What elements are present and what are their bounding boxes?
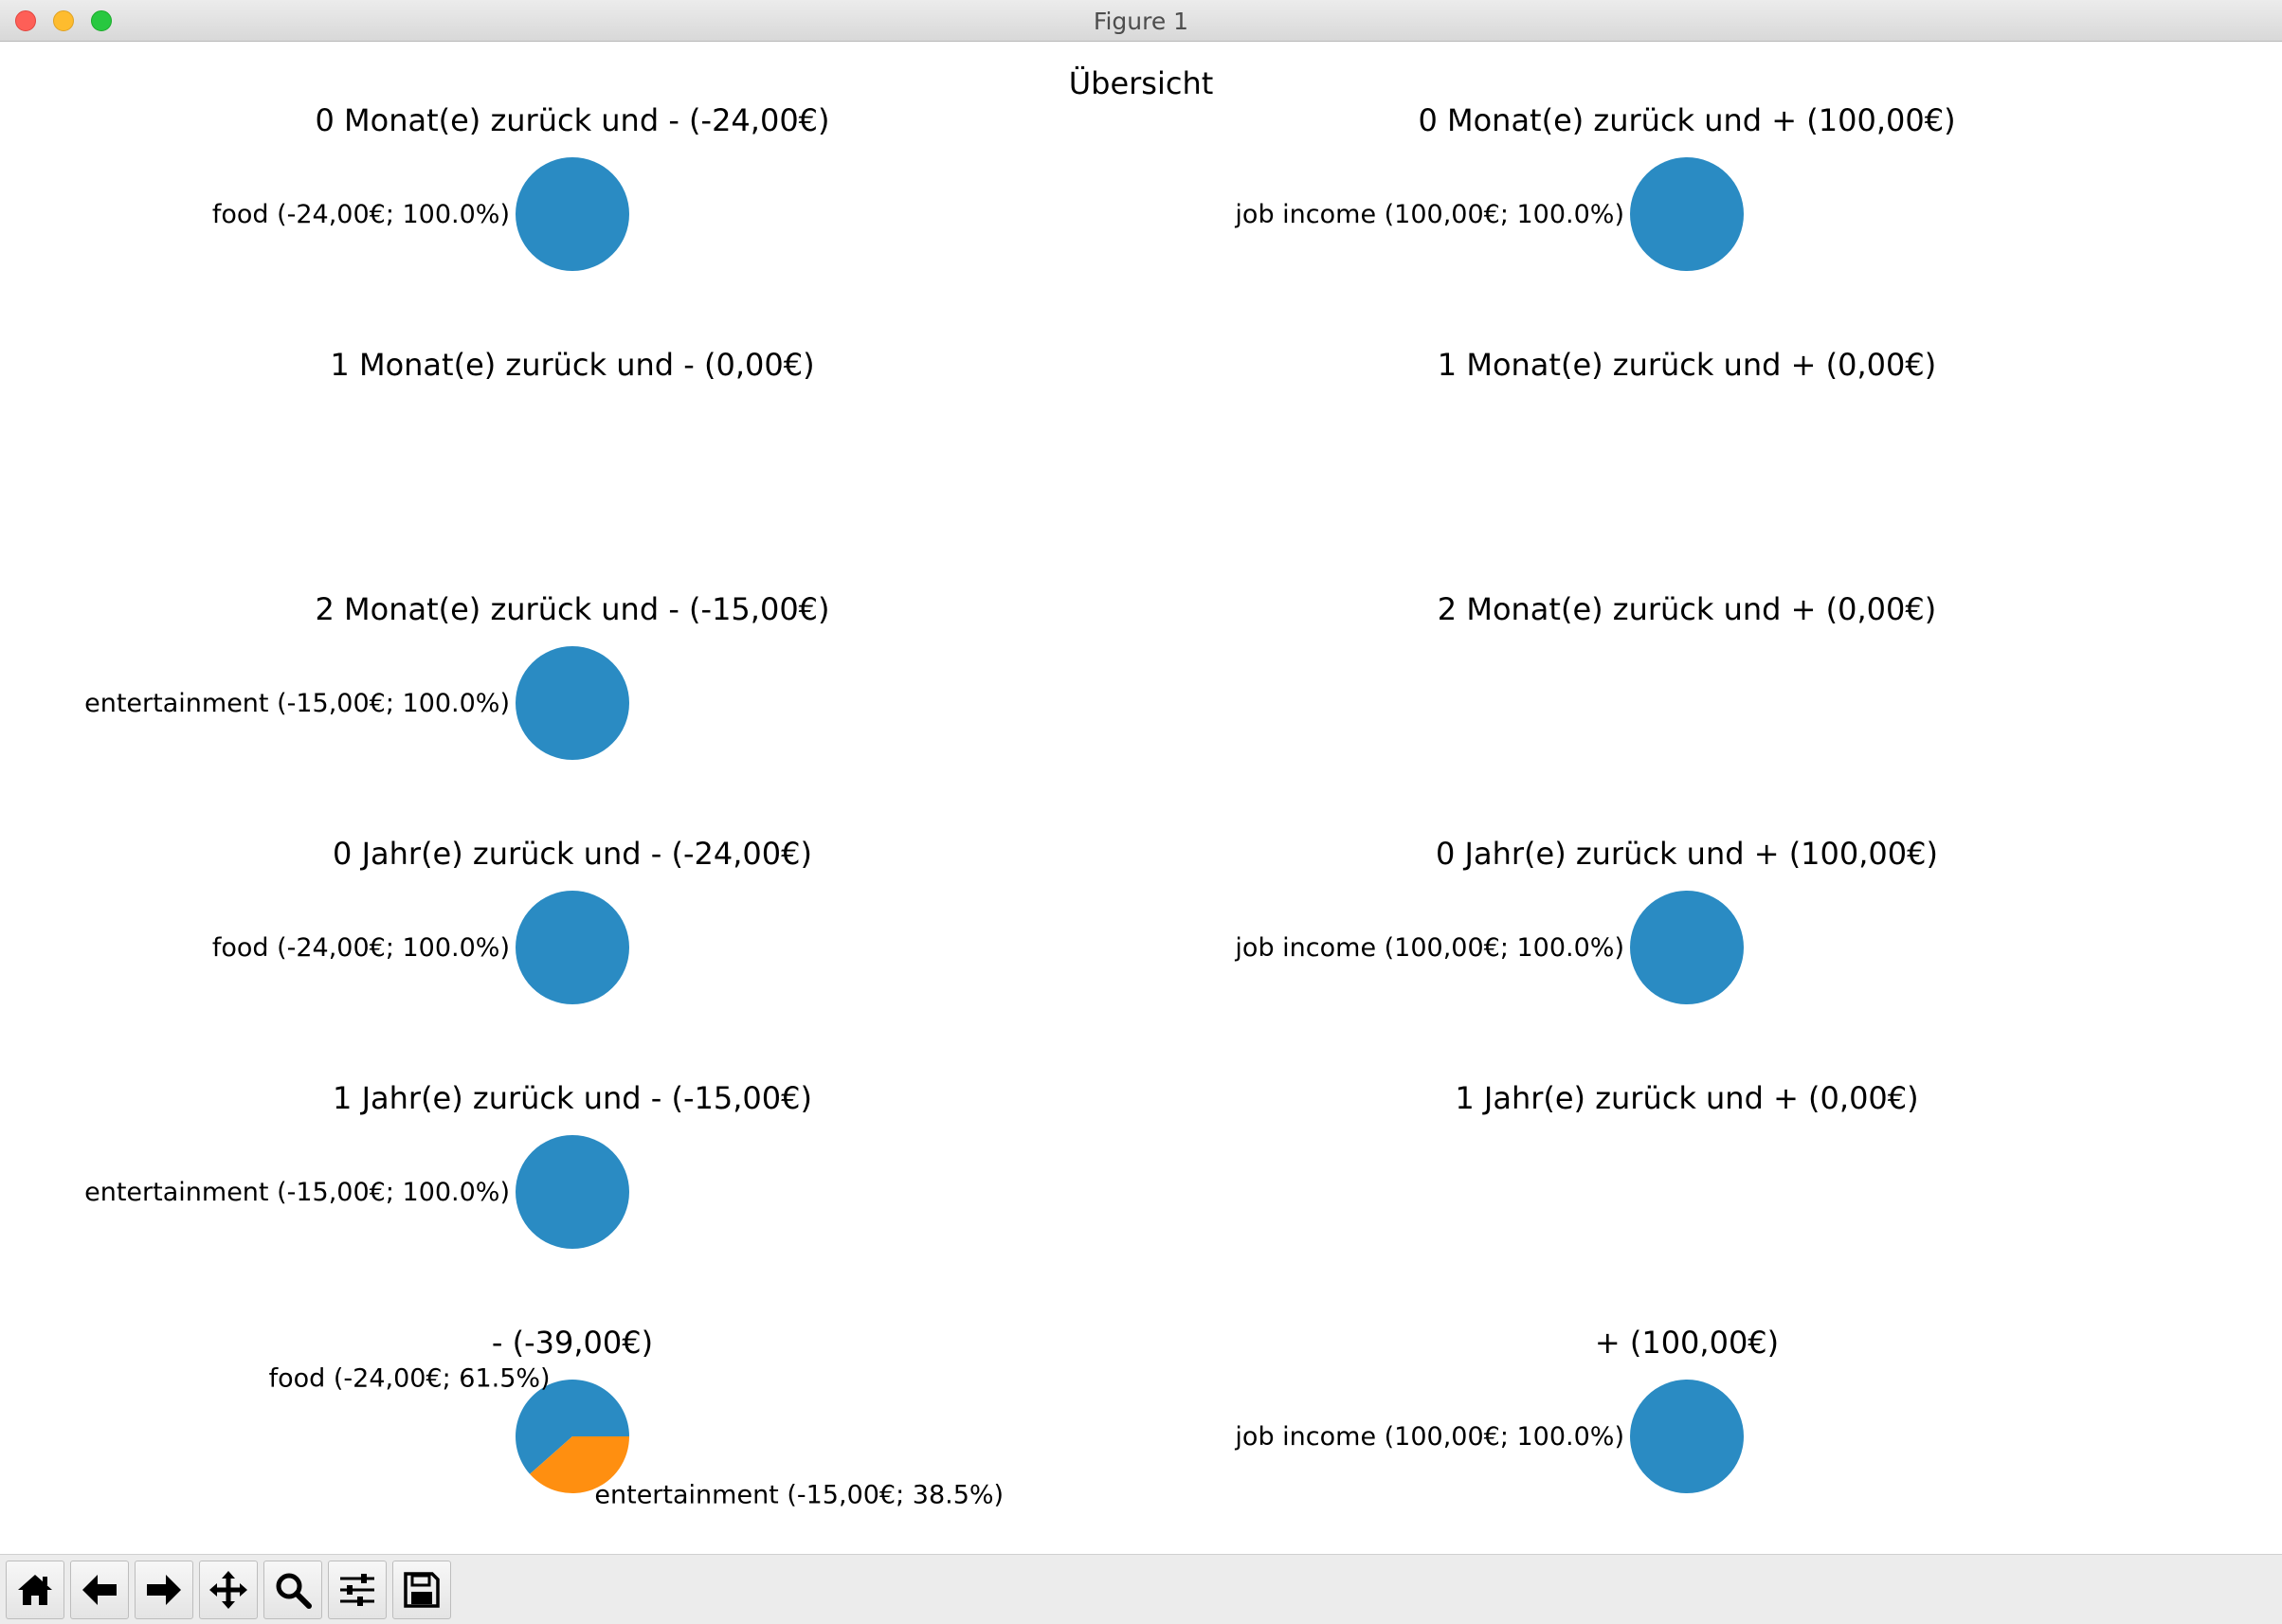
pie-title: 0 Monat(e) zurück und - (-24,00€) <box>315 102 829 138</box>
pie-title: 1 Jahr(e) zurück und + (0,00€) <box>1455 1080 1918 1116</box>
floppy-disk-icon <box>404 1572 440 1608</box>
pie-slice-label: job income (100,00€; 100.0%) <box>1234 933 1624 963</box>
arrow-left-icon <box>82 1575 117 1605</box>
figure-canvas: Übersicht 0 Monat(e) zurück und - (-24,00… <box>0 42 2282 1554</box>
pie-title: - (-39,00€) <box>492 1325 653 1361</box>
close-window-button[interactable] <box>15 10 36 31</box>
window-titlebar: Figure 1 <box>0 0 2282 42</box>
pie-title: 0 Jahr(e) zurück und - (-24,00€) <box>333 836 812 872</box>
home-button[interactable] <box>6 1561 64 1619</box>
pie-slice-label: job income (100,00€; 100.0%) <box>1234 200 1624 229</box>
pie-title: + (100,00€) <box>1595 1325 1779 1361</box>
pie-slice-label: food (-24,00€; 100.0%) <box>212 200 510 229</box>
pie-title: 1 Jahr(e) zurück und - (-15,00€) <box>333 1080 812 1116</box>
pie-slice-label: entertainment (-15,00€; 100.0%) <box>84 1178 510 1207</box>
pie-slice <box>516 891 629 1004</box>
forward-button[interactable] <box>135 1561 193 1619</box>
pie-slice-label: entertainment (-15,00€; 38.5%) <box>594 1481 1004 1510</box>
pie-title: 2 Monat(e) zurück und - (-15,00€) <box>315 591 829 627</box>
figure-suptitle: Übersicht <box>1069 65 1214 101</box>
pie-title: 0 Jahr(e) zurück und + (100,00€) <box>1436 836 1938 872</box>
arrow-right-icon <box>147 1575 181 1605</box>
pie-charts-figure: Übersicht 0 Monat(e) zurück und - (-24,00… <box>84 65 1955 1510</box>
pie-title: 0 Monat(e) zurück und + (100,00€) <box>1418 102 1955 138</box>
minimize-window-button[interactable] <box>53 10 74 31</box>
sliders-icon <box>340 1574 374 1606</box>
pie-slice-label: entertainment (-15,00€; 100.0%) <box>84 689 510 718</box>
pie-slice <box>530 1436 629 1494</box>
pie-title: 1 Monat(e) zurück und - (0,00€) <box>330 347 814 383</box>
back-button[interactable] <box>70 1561 129 1619</box>
pie-slice <box>1630 891 1744 1004</box>
navigation-toolbar <box>0 1554 2282 1624</box>
save-button[interactable] <box>392 1561 451 1619</box>
pie-slice <box>516 1380 629 1474</box>
pie-slice-label: job income (100,00€; 100.0%) <box>1234 1422 1624 1452</box>
window-title: Figure 1 <box>1093 8 1189 35</box>
home-icon <box>18 1575 52 1605</box>
pan-button[interactable] <box>199 1561 258 1619</box>
pie-slice-label: food (-24,00€; 100.0%) <box>212 933 510 963</box>
magnifier-icon <box>276 1573 312 1609</box>
pie-title: 1 Monat(e) zurück und + (0,00€) <box>1438 347 1936 383</box>
move-icon <box>209 1571 247 1609</box>
zoom-button[interactable] <box>263 1561 322 1619</box>
pie-slice <box>516 157 629 271</box>
maximize-window-button[interactable] <box>91 10 112 31</box>
pie-slice <box>516 1135 629 1249</box>
pie-slice <box>516 646 629 760</box>
pie-slice <box>1630 1380 1744 1493</box>
pie-title: 2 Monat(e) zurück und + (0,00€) <box>1438 591 1936 627</box>
configure-subplots-button[interactable] <box>328 1561 387 1619</box>
pie-slice-label: food (-24,00€; 61.5%) <box>269 1363 551 1393</box>
pie-slice <box>1630 157 1744 271</box>
